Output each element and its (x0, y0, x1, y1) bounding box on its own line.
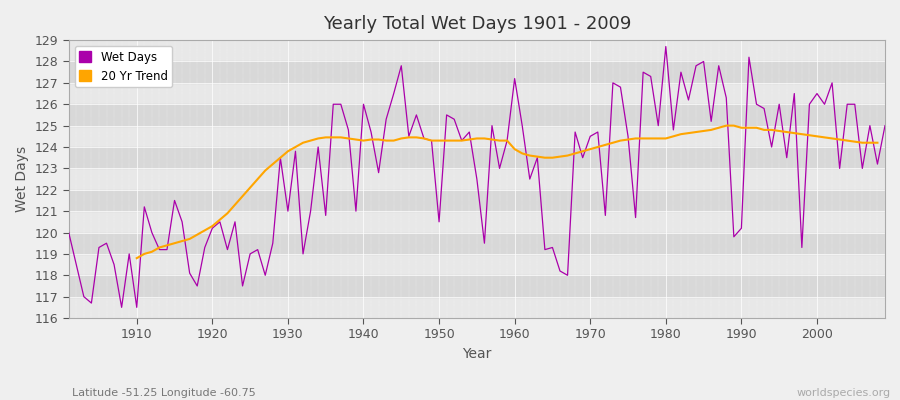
Wet Days (517, 123, 527, 128)
20 Yr Trend (721, 123, 732, 128)
Bar (68, 275, 885, 297)
Wet Days (298, 252, 309, 256)
Wet Days (509, 76, 520, 81)
20 Yr Trend (305, 138, 316, 143)
Bar (68, 62, 885, 83)
20 Yr Trend (358, 138, 369, 143)
X-axis label: Year: Year (463, 347, 491, 361)
Text: Latitude -51.25 Longitude -60.75: Latitude -51.25 Longitude -60.75 (72, 388, 256, 398)
Bar (68, 232, 885, 254)
Wet Days (131, 305, 142, 310)
Bar (68, 190, 885, 211)
20 Yr Trend (525, 153, 535, 158)
Title: Yearly Total Wet Days 1901 - 2009: Yearly Total Wet Days 1901 - 2009 (323, 15, 631, 33)
Wet Days (343, 128, 354, 132)
20 Yr Trend (328, 135, 338, 140)
Wet Days (879, 123, 890, 128)
Line: 20 Yr Trend: 20 Yr Trend (137, 126, 877, 258)
Y-axis label: Wet Days: Wet Days (15, 146, 29, 212)
20 Yr Trend (131, 256, 142, 260)
Wet Days (608, 80, 618, 85)
Legend: Wet Days, 20 Yr Trend: Wet Days, 20 Yr Trend (75, 46, 172, 87)
Wet Days (63, 230, 74, 235)
Wet Days (661, 44, 671, 49)
20 Yr Trend (501, 138, 512, 143)
Bar (68, 104, 885, 126)
20 Yr Trend (714, 125, 724, 130)
Bar (68, 147, 885, 168)
20 Yr Trend (872, 140, 883, 145)
Wet Days (116, 305, 127, 310)
Line: Wet Days: Wet Days (68, 46, 885, 307)
Text: worldspecies.org: worldspecies.org (796, 388, 891, 398)
